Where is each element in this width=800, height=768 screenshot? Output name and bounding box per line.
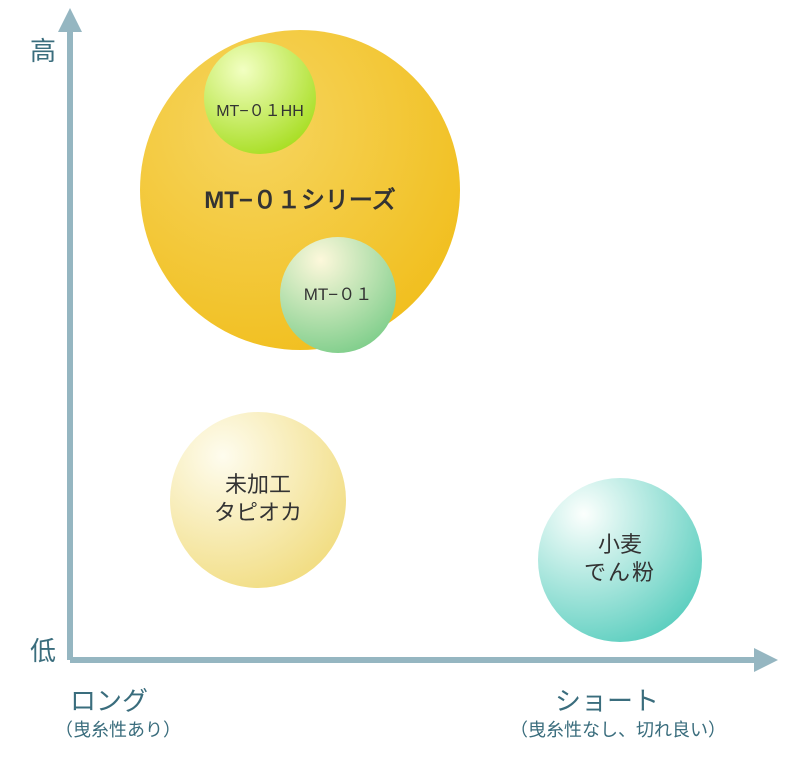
bubble-mt01-series: MT−０１シリーズ MT−０１HH MT−０１ (140, 30, 460, 353)
bubble-tapioca: 未加工 タピオカ (170, 412, 346, 588)
bubble-mt01hh: MT−０１HH (204, 42, 316, 154)
bubble-mt01hh-label: MT−０１HH (216, 103, 304, 120)
chart-svg: MT−０１シリーズ MT−０１HH MT−０１ 未加工 タピオカ 小麦 でん粉 … (0, 0, 800, 768)
bubble-wheat: 小麦 でん粉 (538, 478, 702, 642)
bubble-tapioca-label-2: タピオカ (214, 500, 302, 525)
bubble-tapioca-label-1: 未加工 (225, 472, 291, 497)
y-axis-top-label: 高 (30, 36, 56, 66)
x-axis-left-sublabel: （曳糸性あり） (55, 720, 181, 740)
bubble-wheat-label-1: 小麦 (598, 532, 642, 557)
x-axis-right-sublabel: （曳糸性なし、切れ良い） (510, 720, 726, 740)
bubble-quadrant-chart: MT−０１シリーズ MT−０１HH MT−０１ 未加工 タピオカ 小麦 でん粉 … (0, 0, 800, 768)
bubble-mt01-label: MT−０１ (304, 285, 372, 304)
x-axis-left-label: ロング (70, 686, 148, 716)
bubble-mt01-series-label: MT−０１シリーズ (204, 186, 395, 214)
bubble-wheat-label-2: でん粉 (584, 560, 656, 585)
x-axis-right-label: ショート (555, 686, 659, 716)
y-axis-bottom-label: 低 (30, 636, 56, 666)
bubble-mt01: MT−０１ (280, 237, 396, 353)
